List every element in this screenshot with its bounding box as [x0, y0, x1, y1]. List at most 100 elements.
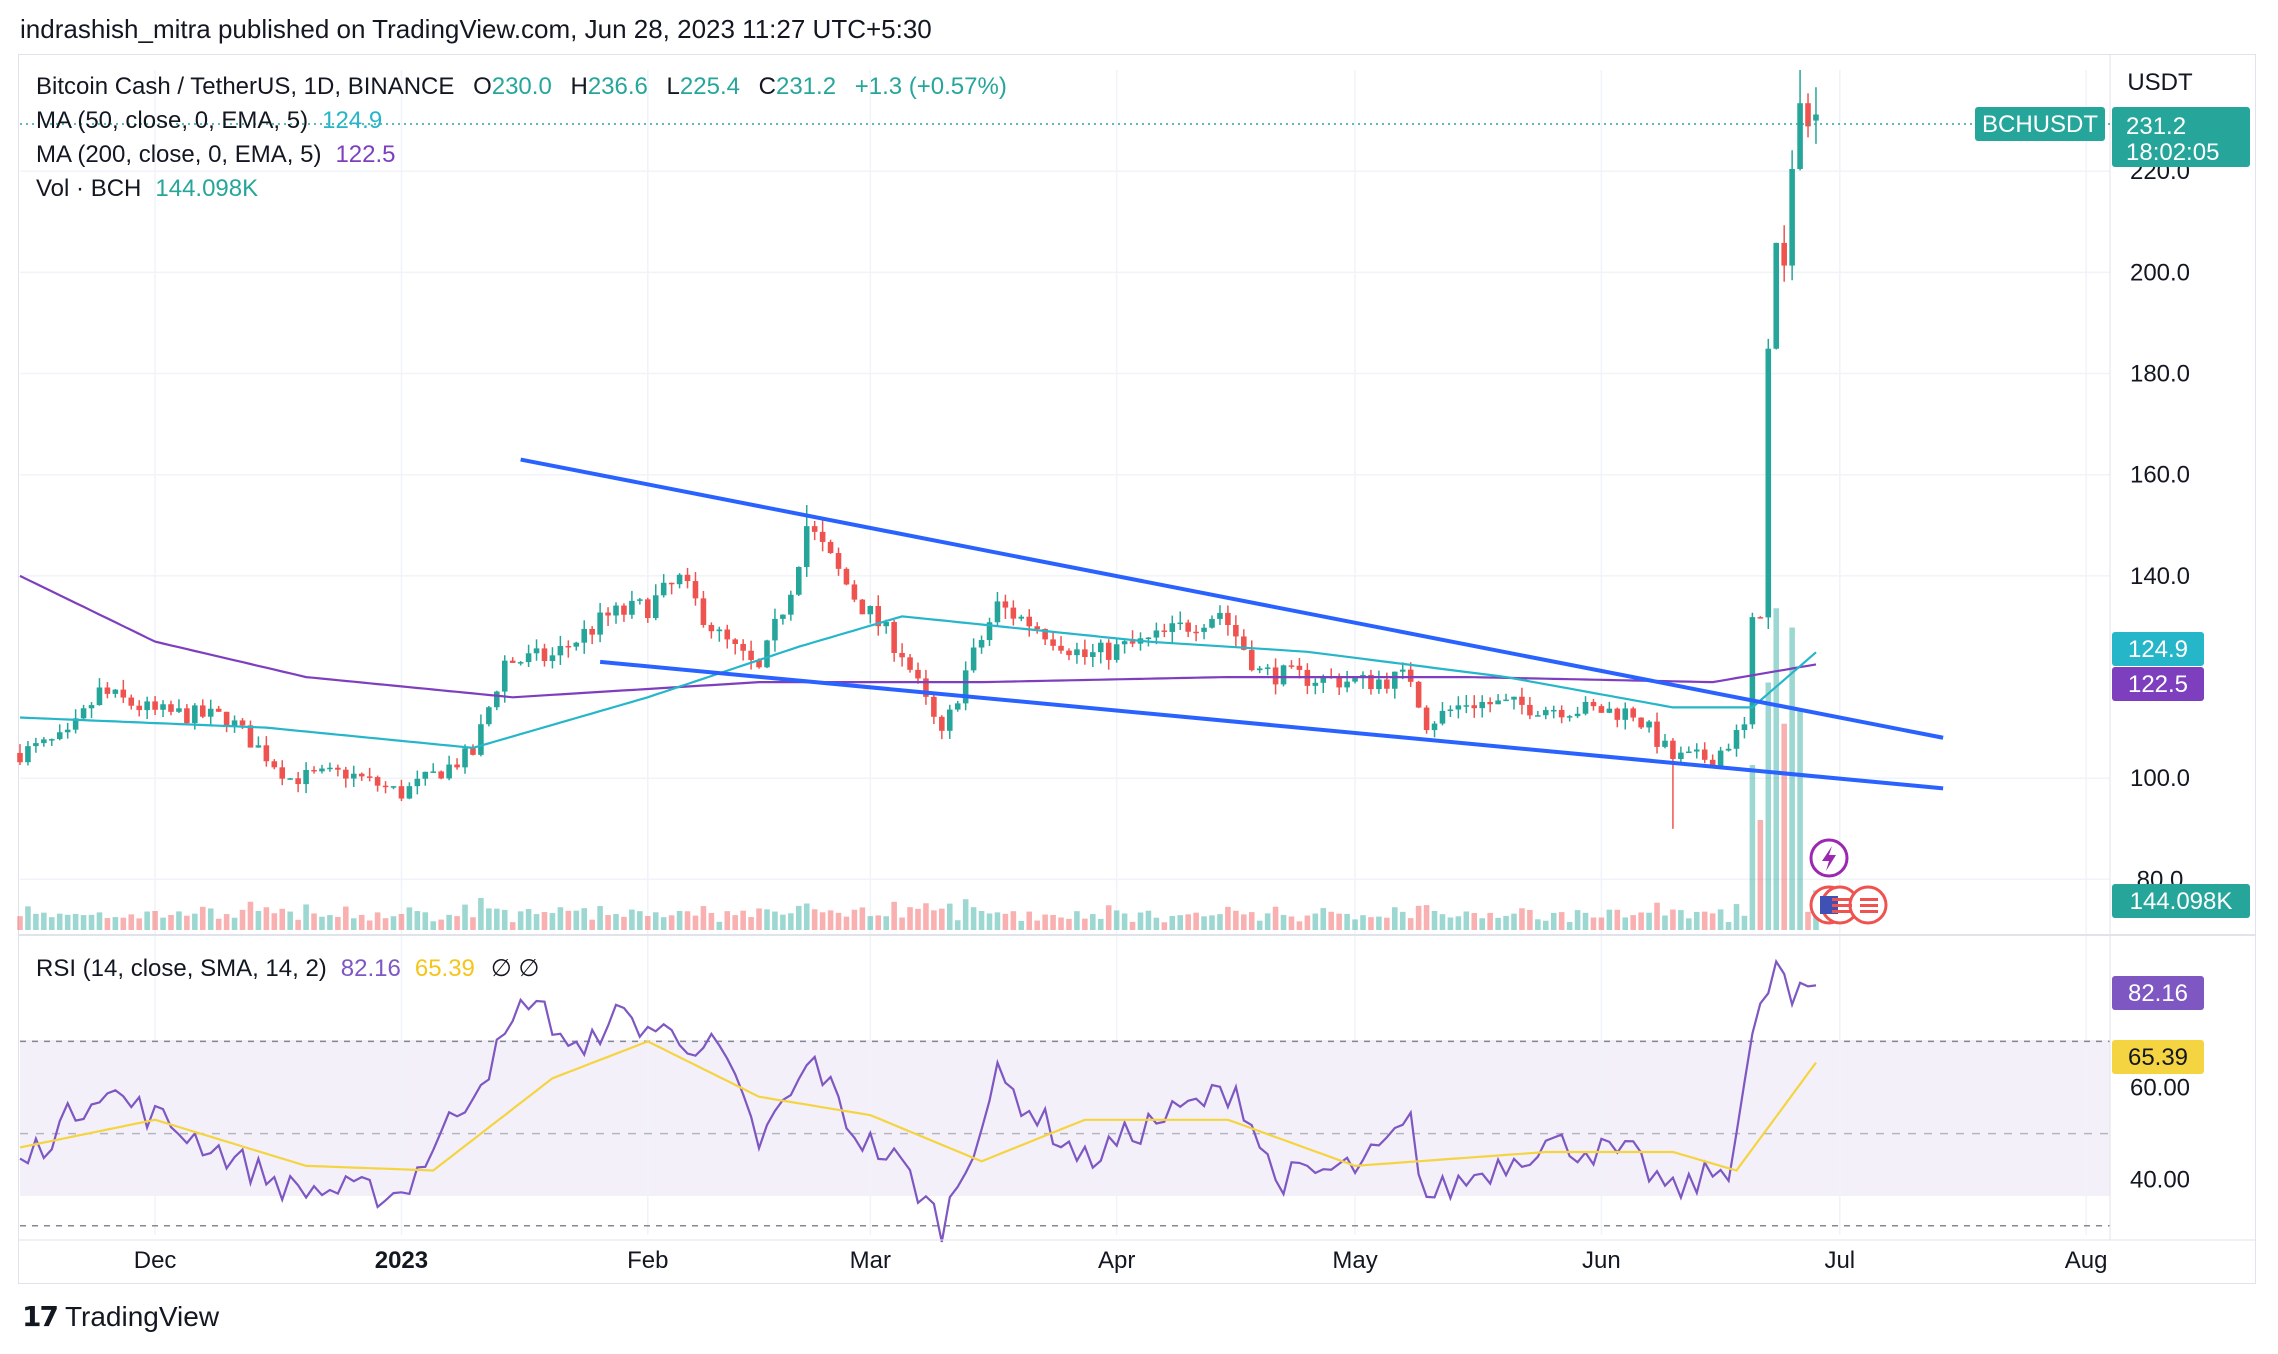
trendlines[interactable]	[520, 457, 1944, 791]
candle-body	[1574, 713, 1581, 717]
candle-body	[923, 678, 929, 697]
volume-bar	[80, 915, 87, 930]
tradingview-logo[interactable]: 17 TradingView	[22, 1300, 219, 1333]
candle-body	[1217, 612, 1223, 619]
candle-body	[1487, 701, 1493, 705]
volume-bar	[1622, 917, 1629, 930]
time-axis-label: Mar	[850, 1247, 891, 1274]
volume-bar	[700, 906, 707, 930]
candle-body	[295, 778, 301, 785]
candle-body	[1177, 622, 1184, 625]
volume-bar	[931, 910, 937, 930]
legend-rsi: RSI (14, close, SMA, 14, 2) 82.16 65.39 ∅ ∅	[36, 955, 539, 982]
volume-bar	[152, 910, 158, 930]
candle-body	[533, 648, 540, 654]
volume-bar	[462, 904, 468, 930]
candle-body	[1010, 607, 1017, 619]
volume-bar	[1638, 912, 1644, 930]
volume-bar	[1026, 911, 1033, 930]
volume-bar	[422, 912, 429, 930]
volume-bar	[1105, 905, 1112, 930]
volume-bar	[1153, 917, 1160, 930]
volume-bar	[41, 912, 47, 930]
candle-body	[1352, 678, 1358, 682]
candle-body	[72, 718, 79, 730]
candle-body	[939, 716, 945, 731]
volume-bar	[1121, 913, 1128, 930]
volume-bar	[184, 915, 190, 930]
volume-bar	[112, 917, 119, 930]
candle-body	[1248, 649, 1255, 671]
candle-body	[1765, 348, 1772, 618]
volume-bar	[621, 916, 627, 930]
candle-body	[1535, 715, 1541, 717]
price-tick-label: 200.0	[2130, 259, 2190, 286]
volume-bar	[144, 911, 150, 930]
candle-body	[597, 612, 603, 635]
volume-bar	[1129, 921, 1136, 930]
volume-bar	[1733, 904, 1740, 930]
volume-bar	[517, 911, 524, 930]
candle-body	[1407, 669, 1414, 682]
candle-body	[80, 708, 87, 719]
candle-body	[1288, 665, 1295, 667]
candle-body	[128, 697, 135, 706]
volume-bar	[1717, 909, 1724, 930]
volume-bar	[589, 919, 595, 930]
candle-body	[978, 640, 985, 648]
volume-bar	[1415, 905, 1422, 930]
volume-bar	[1360, 915, 1366, 930]
time-axis-label: Jul	[1824, 1247, 1855, 1274]
us-flag-event-icon[interactable]	[1809, 885, 1888, 925]
candle-body	[199, 705, 206, 717]
time-axis-label: Aug	[2065, 1247, 2108, 1274]
candle-body	[478, 724, 484, 755]
legend-symbol: Bitcoin Cash / TetherUS, 1D, BINANCE O23…	[36, 73, 1007, 100]
candle-body	[1233, 625, 1239, 637]
volume-bar	[684, 911, 691, 930]
candle-body	[1105, 642, 1112, 660]
volume-bar	[1407, 918, 1414, 930]
candle-body	[239, 720, 246, 726]
candle-body	[700, 598, 707, 625]
volume-bar	[1288, 916, 1295, 930]
candle-body	[184, 708, 190, 724]
candle-body	[406, 786, 413, 799]
candle-body	[835, 553, 842, 569]
candle-body	[1662, 740, 1668, 747]
volume-bar	[470, 917, 476, 930]
price-tick-label: 180.0	[2130, 361, 2190, 388]
candle-body	[660, 582, 667, 596]
price-tick-label: 160.0	[2130, 462, 2190, 489]
volume-bar	[335, 916, 341, 930]
time-axis-labels[interactable]: Dec 2023 Feb Mar Apr May Jun Jul Aug	[134, 1247, 2108, 1274]
volume-bar	[597, 906, 603, 930]
volume-bar	[1797, 710, 1803, 930]
candle-body	[168, 704, 174, 712]
volume-bar	[1773, 608, 1780, 930]
volume-bar	[1097, 918, 1104, 930]
candle-body	[1813, 114, 1819, 121]
candle-body	[1542, 710, 1549, 716]
candle-body	[56, 732, 63, 740]
candle-body	[788, 594, 794, 615]
volume-bar	[891, 901, 897, 930]
candle-body	[1336, 677, 1342, 688]
volume-bar	[748, 917, 754, 930]
volume-bar	[994, 912, 1001, 930]
candle-body	[740, 643, 746, 651]
rsi-axis-ticks[interactable]: 60.00 40.00	[2130, 1075, 2190, 1194]
last-price-badge: 231.2 18:02:05	[2112, 107, 2250, 167]
candle-body	[962, 670, 969, 704]
volume-bar	[581, 908, 588, 930]
volume-bar	[1241, 914, 1247, 930]
candle-body	[1789, 168, 1795, 266]
volume-badge: 144.098K	[2112, 884, 2250, 918]
volume-bar	[1527, 909, 1533, 930]
volume-bars	[17, 608, 1819, 930]
volume-bar	[17, 916, 23, 930]
lightning-icon[interactable]	[1809, 838, 1849, 878]
volume-bar	[819, 912, 826, 930]
